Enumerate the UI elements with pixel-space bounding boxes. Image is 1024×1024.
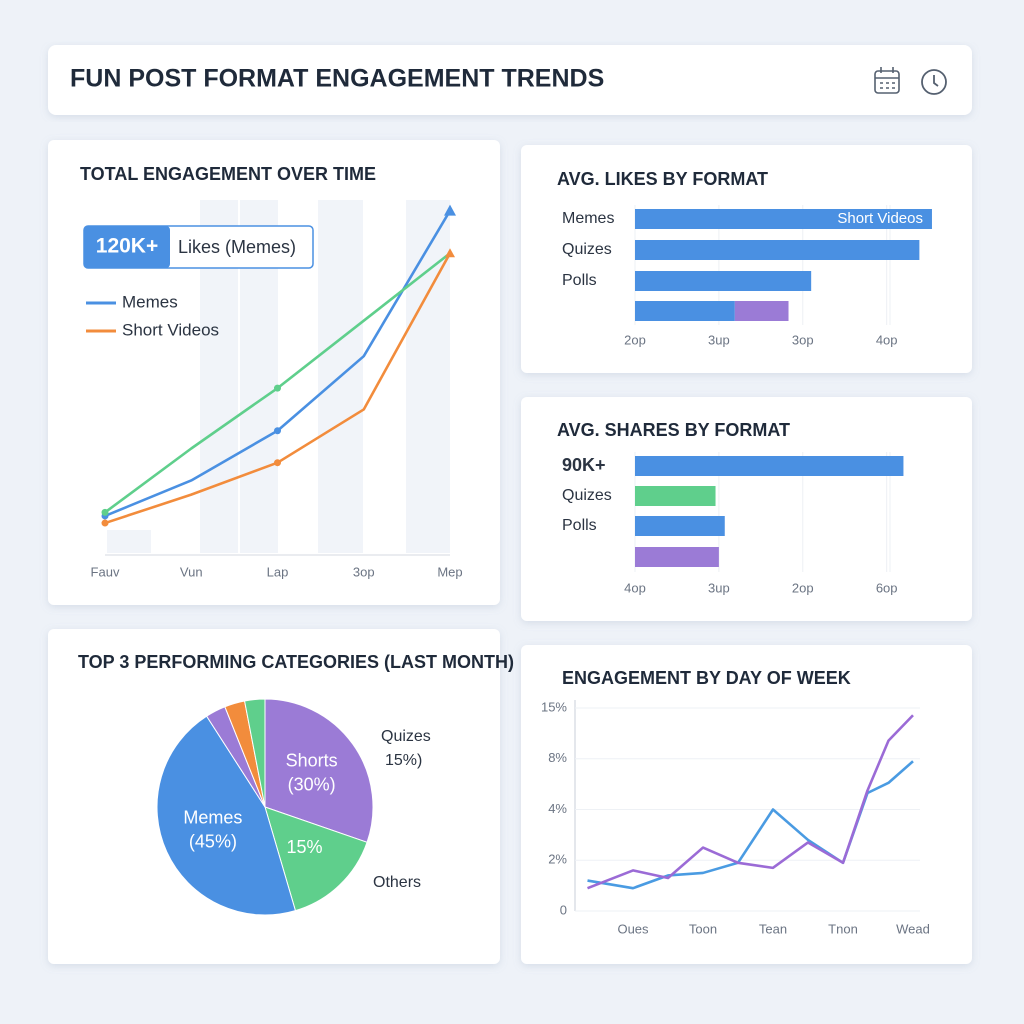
x-tick-label: 3up <box>708 332 730 347</box>
calendar-icon[interactable] <box>874 67 900 94</box>
y-tick-label: Quizes <box>562 487 612 504</box>
x-tick-label: Tnon <box>828 921 858 936</box>
y-tick-label: 4% <box>548 801 567 816</box>
annotation: Quizes <box>381 728 431 745</box>
legend-label: Memes <box>122 292 178 311</box>
line-series <box>587 714 914 890</box>
annotation: 15%) <box>385 752 422 769</box>
x-tick-label: Oues <box>617 921 649 936</box>
x-tick-label: 4op <box>876 332 898 347</box>
bar <box>734 301 789 321</box>
y-tick-label: 8% <box>548 750 567 765</box>
pie-slice <box>243 698 266 808</box>
y-tick-label: Polls <box>562 517 597 534</box>
x-tick-label: 3up <box>708 580 730 595</box>
chart-title: AVG. SHARES BY FORMAT <box>557 420 790 440</box>
bar <box>635 486 716 506</box>
badge-value: 120K+ <box>96 235 158 258</box>
pie-slice <box>264 806 368 912</box>
y-tick-label: Quizes <box>562 241 612 258</box>
x-tick-label: Mep <box>437 564 462 579</box>
slice-value: (45%) <box>189 832 237 852</box>
x-tick-label: 4op <box>624 580 646 595</box>
page-title: FUN POST FORMAT ENGAGEMENT TRENDS <box>70 65 604 93</box>
bar <box>635 456 904 476</box>
point <box>274 384 281 392</box>
bar <box>635 301 735 321</box>
bar <box>635 209 932 229</box>
bar <box>635 516 725 536</box>
arrow-head <box>444 204 456 216</box>
pie-slice <box>264 698 374 843</box>
chart-title: ENGAGEMENT BY DAY OF WEEK <box>562 668 851 688</box>
card <box>521 397 972 621</box>
y-tick-label: 0 <box>560 902 567 917</box>
slice-label: Memes <box>183 808 242 828</box>
x-tick-label: 3op <box>792 332 814 347</box>
point <box>274 459 281 467</box>
pie-slice <box>156 715 297 916</box>
x-tick-label: Tean <box>759 921 787 936</box>
line-series <box>587 760 914 890</box>
x-tick-label: 2op <box>624 332 646 347</box>
bar-annotation: Short Videos <box>837 210 923 227</box>
point <box>101 519 109 527</box>
x-tick-label: Vun <box>180 564 203 579</box>
header-card <box>48 45 972 115</box>
x-tick-label: Lap <box>267 564 289 579</box>
annotation: Others <box>373 874 421 891</box>
slice-value: 15% <box>286 837 322 857</box>
arrow-head <box>445 248 455 258</box>
slice-label: Shorts <box>286 751 338 771</box>
bar <box>635 271 812 291</box>
y-tick-label: 90K+ <box>562 455 606 475</box>
x-tick-label: Toon <box>689 921 717 936</box>
x-tick-label: 3op <box>353 564 375 579</box>
bar <box>635 240 920 260</box>
chart-title: TOP 3 PERFORMING CATEGORIES (LAST MONTH) <box>78 652 514 672</box>
y-tick-label: Memes <box>562 210 614 227</box>
x-tick-label: Fauv <box>91 564 120 579</box>
legend-label: Short Videos <box>122 320 219 339</box>
chart-title: AVG. LIKES BY FORMAT <box>557 169 768 189</box>
x-tick-label: 2op <box>792 580 814 595</box>
x-tick-label: 6op <box>876 580 898 595</box>
y-tick-label: Polls <box>562 272 597 289</box>
point <box>274 427 281 435</box>
y-tick-label: 2% <box>548 852 567 867</box>
chart-title: TOTAL ENGAGEMENT OVER TIME <box>80 164 376 184</box>
slice-value: (30%) <box>288 775 336 795</box>
bar <box>635 547 719 567</box>
card <box>521 645 972 964</box>
badge-label: Likes (Memes) <box>178 237 296 257</box>
clock-icon[interactable] <box>921 69 947 95</box>
x-tick-label: Wead <box>896 921 930 936</box>
y-tick-label: 15% <box>541 699 567 714</box>
point <box>101 508 109 516</box>
badge-fill <box>84 226 170 268</box>
